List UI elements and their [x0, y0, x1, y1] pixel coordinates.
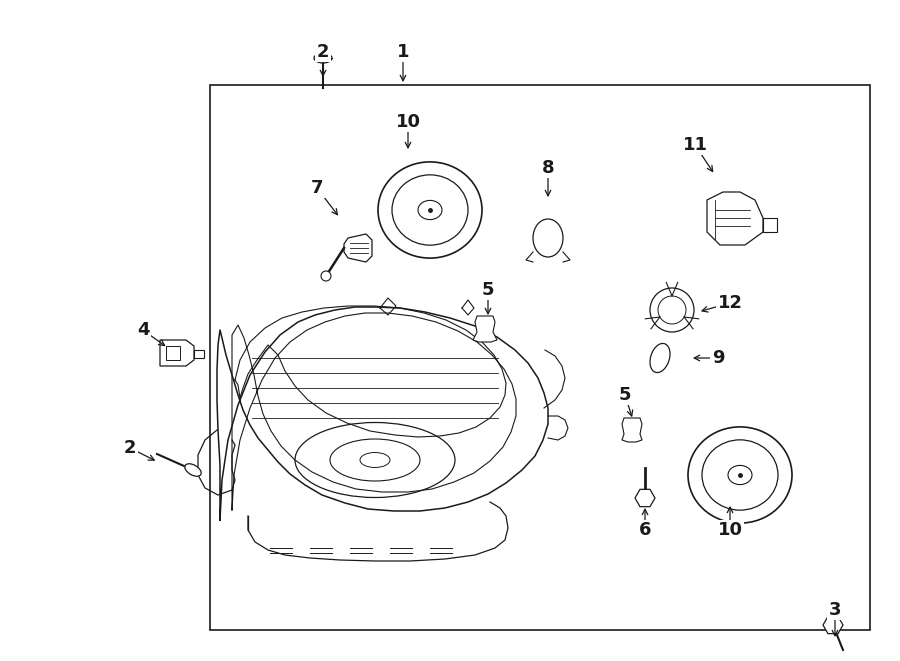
Text: 10: 10	[395, 113, 420, 131]
Circle shape	[650, 288, 694, 332]
Ellipse shape	[184, 464, 202, 476]
Text: 6: 6	[639, 521, 652, 539]
Ellipse shape	[314, 53, 332, 63]
Polygon shape	[344, 234, 372, 262]
Bar	[166, 346, 180, 360]
Polygon shape	[473, 316, 497, 342]
Text: 9: 9	[712, 349, 724, 367]
Polygon shape	[823, 616, 843, 634]
Polygon shape	[622, 418, 642, 442]
Ellipse shape	[533, 219, 563, 257]
Text: 1: 1	[397, 43, 410, 61]
Text: 3: 3	[829, 601, 842, 619]
Text: 12: 12	[717, 294, 742, 312]
Polygon shape	[763, 218, 777, 232]
Polygon shape	[650, 344, 670, 373]
Ellipse shape	[688, 427, 792, 523]
Text: 7: 7	[310, 179, 323, 197]
Polygon shape	[194, 350, 204, 358]
Text: 2: 2	[124, 439, 136, 457]
Text: 5: 5	[619, 386, 631, 404]
Circle shape	[321, 271, 331, 281]
Polygon shape	[160, 340, 194, 366]
Text: 5: 5	[482, 281, 494, 299]
Text: 4: 4	[137, 321, 149, 339]
Polygon shape	[635, 489, 655, 507]
Polygon shape	[707, 192, 763, 245]
Text: 8: 8	[542, 159, 554, 177]
Text: 10: 10	[717, 521, 742, 539]
Text: 11: 11	[682, 136, 707, 154]
Bar	[210, 85, 870, 630]
Ellipse shape	[378, 162, 482, 258]
Text: 2: 2	[317, 43, 329, 61]
